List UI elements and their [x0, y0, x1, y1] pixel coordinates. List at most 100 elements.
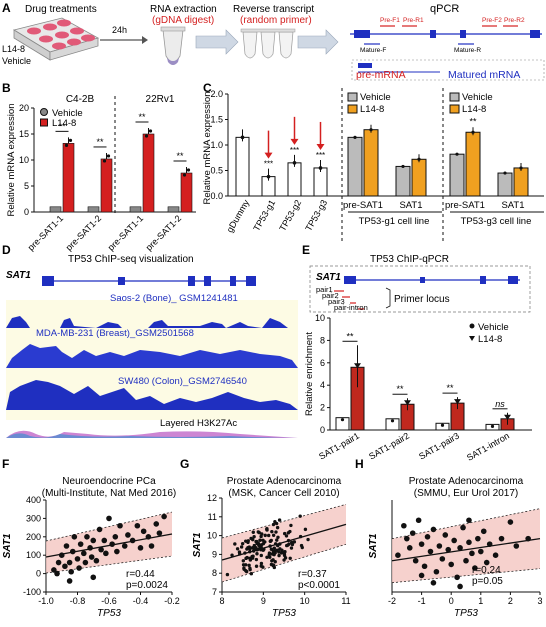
y-axis-label: Relative enrichment — [304, 332, 315, 416]
data-point — [239, 545, 244, 549]
data-point — [114, 548, 120, 555]
bar-vehicle — [87, 206, 100, 213]
y-tick-label: 8 — [320, 335, 325, 345]
y-tick-label: 400 — [26, 495, 41, 505]
data-point — [156, 530, 163, 536]
data-point — [430, 526, 437, 533]
legend-vehicle: Vehicle — [478, 322, 509, 333]
confidence-band — [392, 508, 540, 583]
data-point — [289, 546, 294, 550]
legend-treated: L14-8 — [478, 334, 502, 345]
data-point — [272, 546, 277, 550]
data-point — [406, 545, 413, 551]
x-tick-label: 3 — [537, 596, 542, 606]
data-point — [466, 517, 472, 524]
bar-treated — [62, 143, 75, 213]
data-point — [51, 567, 57, 573]
tube-strip-icon — [240, 28, 296, 59]
fit-line — [45, 533, 173, 558]
vehicle-label: Vehicle — [2, 56, 31, 66]
chip-seq-title: TP53 ChIP-seq visualization — [68, 254, 194, 265]
legend-vehicle: Vehicle — [52, 108, 83, 119]
data-point — [249, 572, 254, 576]
y-tick-label: 0 — [320, 425, 325, 435]
bar-treated — [513, 167, 529, 197]
data-point — [54, 570, 60, 577]
data-point — [401, 522, 407, 529]
r-value: r=0.24 — [472, 565, 501, 576]
chart-title: Neuroendocrine PCa — [62, 476, 156, 487]
x-tick-label: SAT1-pair3 — [417, 431, 461, 462]
p-value: p=0.0024 — [126, 580, 168, 591]
data-point — [103, 550, 109, 557]
time-label: 24h — [112, 25, 127, 35]
data-point — [255, 552, 259, 556]
group-title: TP53-g1 cell line — [359, 216, 430, 227]
y-tick-label: 200 — [26, 532, 41, 542]
primer-mature-f: Mature-F — [360, 47, 386, 54]
data-point — [306, 537, 310, 542]
data-point — [254, 564, 259, 568]
y-tick-label: 10 — [315, 313, 325, 323]
data-point — [439, 556, 446, 562]
data-point — [454, 399, 461, 405]
primer-mature-r: Mature-R — [454, 47, 481, 54]
data-point — [134, 522, 141, 529]
y-tick-label: 20 — [19, 103, 29, 113]
x-tick-label: pre-SAT1-2 — [64, 213, 103, 252]
x-tick-label: 8 — [219, 596, 224, 606]
bar-vehicle — [49, 206, 62, 213]
data-point — [277, 550, 281, 554]
data-point — [427, 548, 434, 555]
arrowhead-icon — [142, 36, 148, 44]
y-tick-label: 7 — [212, 587, 217, 597]
block-arrow-icon — [297, 29, 339, 55]
sig-label: ** — [138, 112, 146, 122]
data-point — [513, 543, 520, 549]
sig-label: ** — [176, 151, 184, 161]
sig-label: *** — [290, 146, 299, 155]
primer-pair-intron: pair-intron — [334, 303, 368, 312]
x-tick-label: -0.4 — [133, 596, 149, 606]
panel-letter-e: E — [302, 243, 310, 257]
block-arrow-icon — [195, 29, 239, 55]
bar-vehicle — [395, 165, 411, 197]
data-point — [137, 545, 144, 551]
y-axis-label: SAT1 — [192, 532, 203, 557]
x-tick-label: SAT1 — [501, 200, 524, 211]
data-point — [248, 566, 252, 570]
data-point — [455, 152, 459, 156]
data-point — [148, 129, 153, 133]
track-mdamb231 — [6, 344, 298, 368]
chart-h: Prostate Adenocarcinoma(SMMU, Eur Urol 2… — [368, 476, 543, 619]
data-point — [436, 543, 443, 549]
data-point — [98, 546, 104, 553]
data-point — [273, 560, 277, 564]
x-tick-label: pre-SAT1-2 — [144, 213, 183, 252]
data-point — [244, 563, 248, 567]
x-tick-label: 9 — [261, 596, 266, 606]
data-point — [102, 159, 107, 163]
data-point — [299, 543, 304, 548]
ci-upper — [45, 511, 173, 542]
y-tick-label: 8 — [212, 568, 217, 578]
data-point — [268, 555, 272, 559]
data-point — [504, 414, 511, 420]
data-point — [282, 558, 286, 562]
x-tick-label: pre-SAT1 — [343, 200, 383, 211]
x-tick-label: 2 — [508, 596, 513, 606]
sig-label: *** — [264, 160, 273, 169]
data-point — [251, 530, 255, 534]
data-point — [144, 134, 149, 138]
panel-letter-f: F — [2, 457, 9, 471]
data-point — [424, 534, 431, 540]
y-tick-label: -100 — [23, 587, 41, 597]
data-point — [404, 400, 411, 406]
primer-pair2: pair2 — [322, 291, 339, 300]
data-point — [475, 535, 481, 542]
data-point — [277, 553, 281, 558]
sig-label: ** — [469, 116, 477, 126]
x-tick-label: TP53-g2 — [277, 198, 303, 233]
data-point — [430, 580, 437, 586]
